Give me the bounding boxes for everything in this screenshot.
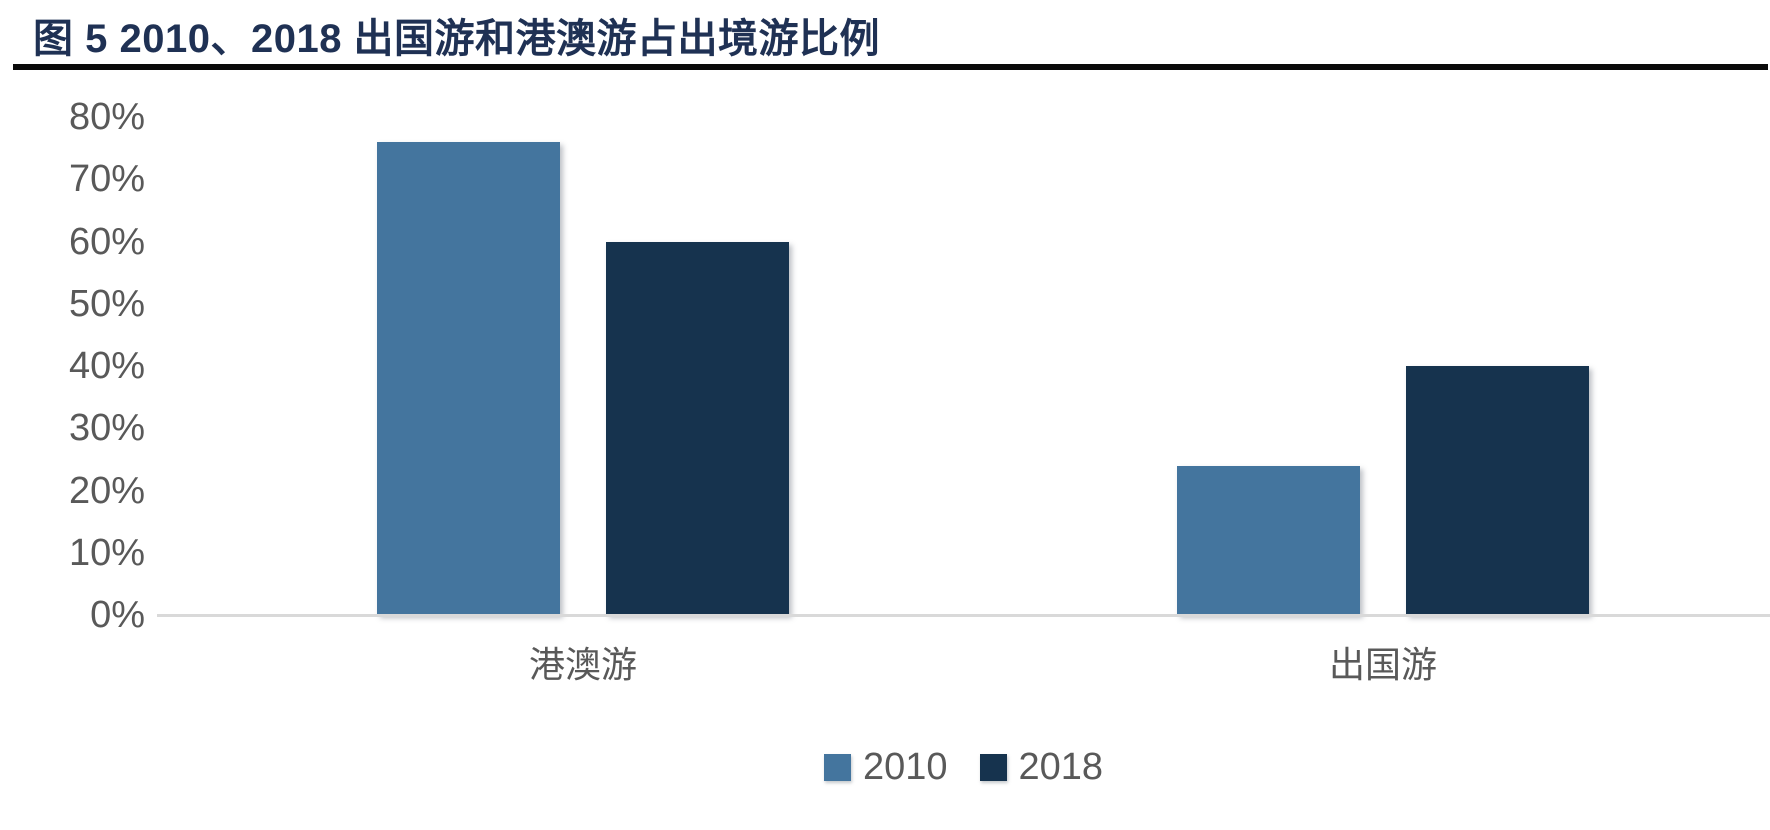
legend-swatch-2018 <box>979 753 1007 781</box>
legend-label: 2010 <box>862 746 948 788</box>
bar-cat1-2018 <box>606 241 789 615</box>
legend-swatch-2010 <box>823 753 851 781</box>
bar-cat2-2018 <box>1406 366 1589 615</box>
y-tick-label: 0% <box>90 594 145 636</box>
y-tick-label: 20% <box>68 469 145 512</box>
y-tick-label: 10% <box>68 531 145 574</box>
bar-cat2-2010 <box>1177 465 1360 615</box>
y-tick-label: 80% <box>68 96 145 138</box>
legend-label: 2018 <box>1018 746 1104 788</box>
bar-cat1-2010 <box>377 141 560 615</box>
x-category-label: 港澳游 <box>528 645 638 685</box>
y-tick-label: 50% <box>68 282 145 325</box>
y-tick-label: 40% <box>68 345 145 387</box>
x-axis-labels: 港澳游 出国游 <box>157 645 1770 690</box>
legend: 2010 2018 <box>157 742 1770 792</box>
plot-area <box>157 117 1770 617</box>
x-axis-line <box>157 614 1770 617</box>
y-tick-label: 60% <box>68 220 145 263</box>
figure-title: 图 5 2010、2018 出国游和港澳游占出境游比例 <box>33 17 881 61</box>
legend-item-2010: 2010 <box>823 746 948 788</box>
legend-item-2018: 2018 <box>979 746 1104 788</box>
title-rule <box>13 64 1768 70</box>
x-category-label: 出国游 <box>1328 645 1438 685</box>
y-axis: 0% 10% 20% 30% 40% 50% 60% 70% 80% <box>0 98 145 634</box>
y-tick-label: 30% <box>68 407 145 450</box>
y-tick-label: 70% <box>68 158 145 201</box>
